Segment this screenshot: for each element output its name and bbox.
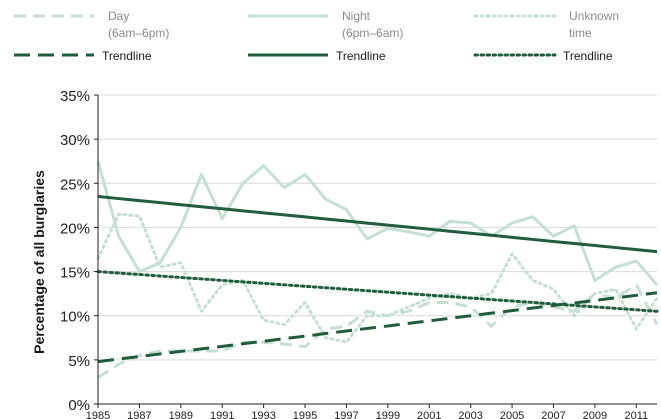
series-line-unknown-time: [96, 212, 659, 344]
legend-label: (6pm–6am): [342, 26, 403, 40]
legend-label: (6am–6pm): [108, 26, 169, 40]
grid-lines: [98, 94, 657, 361]
x-tick-label: 1995: [293, 410, 317, 419]
x-tick-label: 1987: [127, 410, 151, 419]
y-tick-label: 10%: [60, 309, 90, 326]
legend-label-trendline: Trendline: [102, 49, 152, 63]
x-tick-label: 1991: [210, 410, 234, 419]
series-line-unknown-trendline: [96, 270, 659, 313]
x-tick-label: 1997: [334, 410, 358, 419]
y-tick-label: 30%: [60, 132, 90, 149]
x-tick-label: 1993: [251, 410, 275, 419]
series-line-day-6am-6pm-: [97, 283, 659, 379]
y-tick-label: 5%: [68, 353, 90, 370]
x-tick-label: 2005: [500, 410, 524, 419]
y-tick-labels: 0% 5% 10% 15% 20% 25% 30% 35%: [60, 88, 90, 414]
x-tick-labels: 1985 1987 1989 1991 1993 1995 1997 1999 2001 2003…: [86, 410, 648, 419]
series-line-day-trendline: [97, 291, 658, 364]
y-tick-label: 20%: [60, 220, 90, 237]
series-line-night-trendline: [97, 195, 658, 254]
x-tick-label: 1999: [376, 410, 400, 419]
series-lines: [96, 160, 659, 379]
legend: Day (6am–6pm) Night (6pm–6am) Unknown time Tre…: [14, 9, 619, 63]
y-tick-label: 25%: [60, 176, 90, 193]
x-tick-label: 1985: [86, 410, 110, 419]
x-tick-label: 2003: [458, 410, 482, 419]
legend-label: Day: [108, 9, 129, 23]
y-axis-label: Percentage of all burglaries: [31, 170, 47, 354]
y-tick-label: 0%: [68, 397, 90, 414]
x-tick-label: 1989: [169, 410, 193, 419]
x-tick-label: 2007: [541, 410, 565, 419]
axes: [94, 94, 657, 408]
x-tick-label: 2009: [583, 410, 607, 419]
legend-label: time: [569, 26, 592, 40]
series-line-night-6pm-6am-: [96, 160, 659, 286]
legend-label: Unknown: [569, 9, 619, 23]
y-tick-label: 15%: [60, 265, 90, 282]
legend-label-trendline: Trendline: [336, 49, 386, 63]
x-tick-label: 2001: [417, 410, 441, 419]
y-tick-label: 35%: [60, 88, 90, 105]
x-tick-label: 2011: [624, 410, 648, 419]
legend-label-trendline: Trendline: [563, 49, 613, 63]
legend-label: Night: [342, 9, 371, 23]
